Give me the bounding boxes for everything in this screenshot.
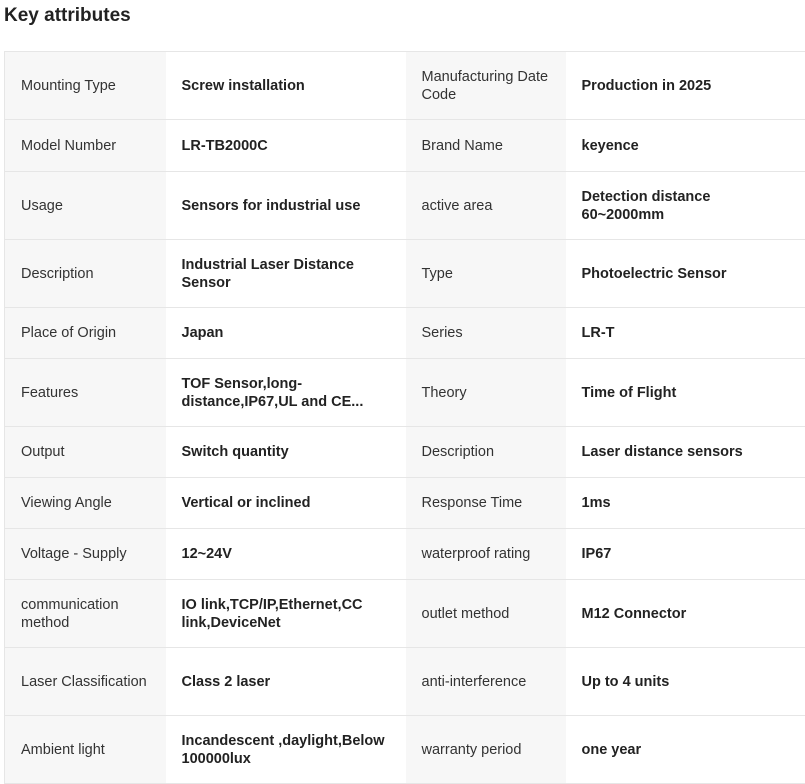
attribute-value: 12~24V <box>166 529 406 580</box>
attribute-value: Vertical or inclined <box>166 478 406 529</box>
attribute-value: Japan <box>166 308 406 359</box>
attribute-value: 1ms <box>566 478 805 529</box>
attribute-name: Mounting Type <box>5 52 166 120</box>
attribute-value: Photoelectric Sensor <box>566 240 805 308</box>
attribute-value: M12 Connector <box>566 580 805 648</box>
attribute-value: IO link,TCP/IP,Ethernet,CC link,DeviceNe… <box>166 580 406 648</box>
attribute-value: Laser distance sensors <box>566 427 805 478</box>
attribute-value: TOF Sensor,long-distance,IP67,UL and CE.… <box>166 359 406 427</box>
section-title: Key attributes <box>4 5 131 27</box>
attribute-name: Type <box>406 240 566 308</box>
attribute-value: Switch quantity <box>166 427 406 478</box>
attribute-name: Description <box>406 427 566 478</box>
attribute-name: warranty period <box>406 716 566 784</box>
attribute-name: outlet method <box>406 580 566 648</box>
attribute-name: Voltage - Supply <box>5 529 166 580</box>
attribute-name: waterproof rating <box>406 529 566 580</box>
attribute-value: keyence <box>566 120 805 172</box>
attribute-value: Production in 2025 <box>566 52 805 120</box>
attribute-value: Industrial Laser Distance Sensor <box>166 240 406 308</box>
attribute-name: Manufacturing Date Code <box>406 52 566 120</box>
attribute-name: Place of Origin <box>5 308 166 359</box>
attribute-name: Model Number <box>5 120 166 172</box>
attribute-value: Time of Flight <box>566 359 805 427</box>
attribute-name: Viewing Angle <box>5 478 166 529</box>
attribute-value: Class 2 laser <box>166 648 406 716</box>
attribute-value: Up to 4 units <box>566 648 805 716</box>
attribute-value: Incandescent ,daylight,Below 100000lux <box>166 716 406 784</box>
attribute-name: Description <box>5 240 166 308</box>
attribute-value: Screw installation <box>166 52 406 120</box>
attribute-name: active area <box>406 172 566 240</box>
attribute-name: Theory <box>406 359 566 427</box>
attribute-name: Series <box>406 308 566 359</box>
attribute-value: IP67 <box>566 529 805 580</box>
attribute-name: Output <box>5 427 166 478</box>
attribute-name: Usage <box>5 172 166 240</box>
attribute-value: one year <box>566 716 805 784</box>
attribute-name: Brand Name <box>406 120 566 172</box>
attribute-name: anti-interference <box>406 648 566 716</box>
attribute-name: Ambient light <box>5 716 166 784</box>
attribute-value: Sensors for industrial use <box>166 172 406 240</box>
attribute-name: communication method <box>5 580 166 648</box>
attribute-name: Response Time <box>406 478 566 529</box>
attribute-name: Laser Classification <box>5 648 166 716</box>
attribute-value: LR-T <box>566 308 805 359</box>
attribute-name: Features <box>5 359 166 427</box>
attribute-value: Detection distance 60~2000mm <box>566 172 805 240</box>
attribute-value: LR-TB2000C <box>166 120 406 172</box>
